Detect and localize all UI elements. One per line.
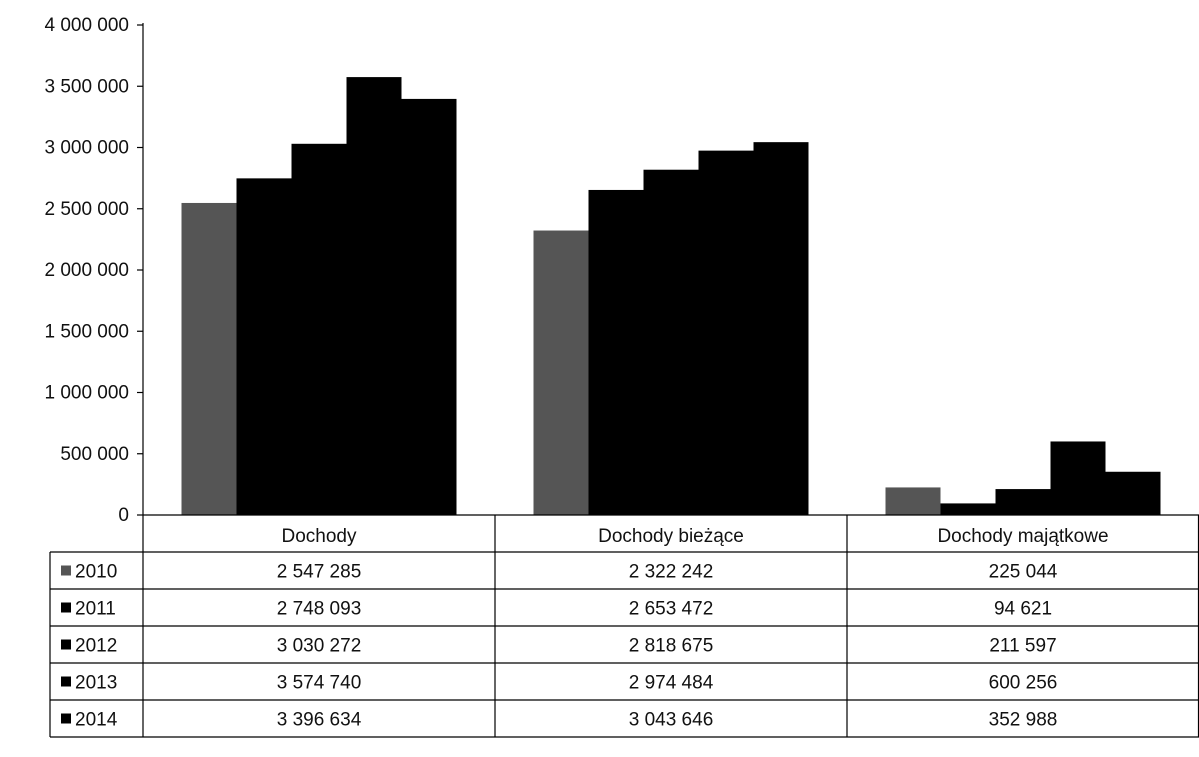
legend-key — [61, 639, 71, 650]
y-tick-label: 1 000 000 — [44, 383, 129, 404]
y-tick-label: 500 000 — [60, 444, 129, 465]
data-label: 3 396 634 — [277, 710, 362, 731]
legend-key — [61, 565, 71, 576]
data-label: 352 988 — [989, 710, 1058, 731]
data-label: 2 974 484 — [629, 673, 714, 694]
bar — [181, 202, 237, 515]
data-label: 600 256 — [989, 673, 1058, 694]
y-tick-label: 2 000 000 — [44, 260, 129, 281]
legend-key — [61, 676, 71, 687]
y-tick-label: 0 — [118, 505, 129, 526]
x-category-label: Dochody bieżące — [598, 526, 744, 547]
y-tick-label: 4 000 000 — [44, 15, 129, 36]
bar — [940, 503, 996, 515]
bar — [401, 98, 457, 515]
bar — [885, 487, 941, 515]
data-label: 2 748 093 — [277, 599, 362, 620]
bar — [588, 189, 644, 515]
legend-key — [61, 602, 71, 613]
data-label: 2 818 675 — [629, 636, 714, 657]
legend-label: 2010 — [75, 562, 117, 583]
data-label: 2 653 472 — [629, 599, 714, 620]
bar — [533, 230, 589, 515]
data-label: 3 030 272 — [277, 636, 362, 657]
legend-label: 2013 — [75, 673, 117, 694]
bar — [236, 178, 292, 515]
bar — [1105, 471, 1161, 515]
y-tick-label: 3 500 000 — [44, 76, 129, 97]
bar — [753, 142, 809, 515]
x-category-label: Dochody majątkowe — [937, 526, 1108, 547]
bar — [643, 169, 699, 515]
legend-key — [61, 713, 71, 724]
legend-label: 2012 — [75, 636, 117, 657]
data-label: 94 621 — [994, 599, 1052, 620]
bar — [346, 77, 402, 515]
data-label: 3 043 646 — [629, 710, 714, 731]
data-label: 3 574 740 — [277, 673, 362, 694]
y-tick-label: 1 500 000 — [44, 321, 129, 342]
data-label: 225 044 — [989, 562, 1058, 583]
bar — [1050, 441, 1106, 515]
bar — [698, 150, 754, 515]
data-label: 2 547 285 — [277, 562, 362, 583]
legend-label: 2011 — [75, 599, 116, 620]
data-label: 2 322 242 — [629, 562, 714, 583]
bar — [995, 489, 1051, 515]
bar — [291, 143, 347, 515]
y-tick-label: 2 500 000 — [44, 199, 129, 220]
x-category-label: Dochody — [282, 526, 357, 547]
data-label: 211 597 — [989, 636, 1056, 657]
y-tick-label: 3 000 000 — [44, 138, 129, 159]
legend-label: 2014 — [75, 710, 118, 731]
